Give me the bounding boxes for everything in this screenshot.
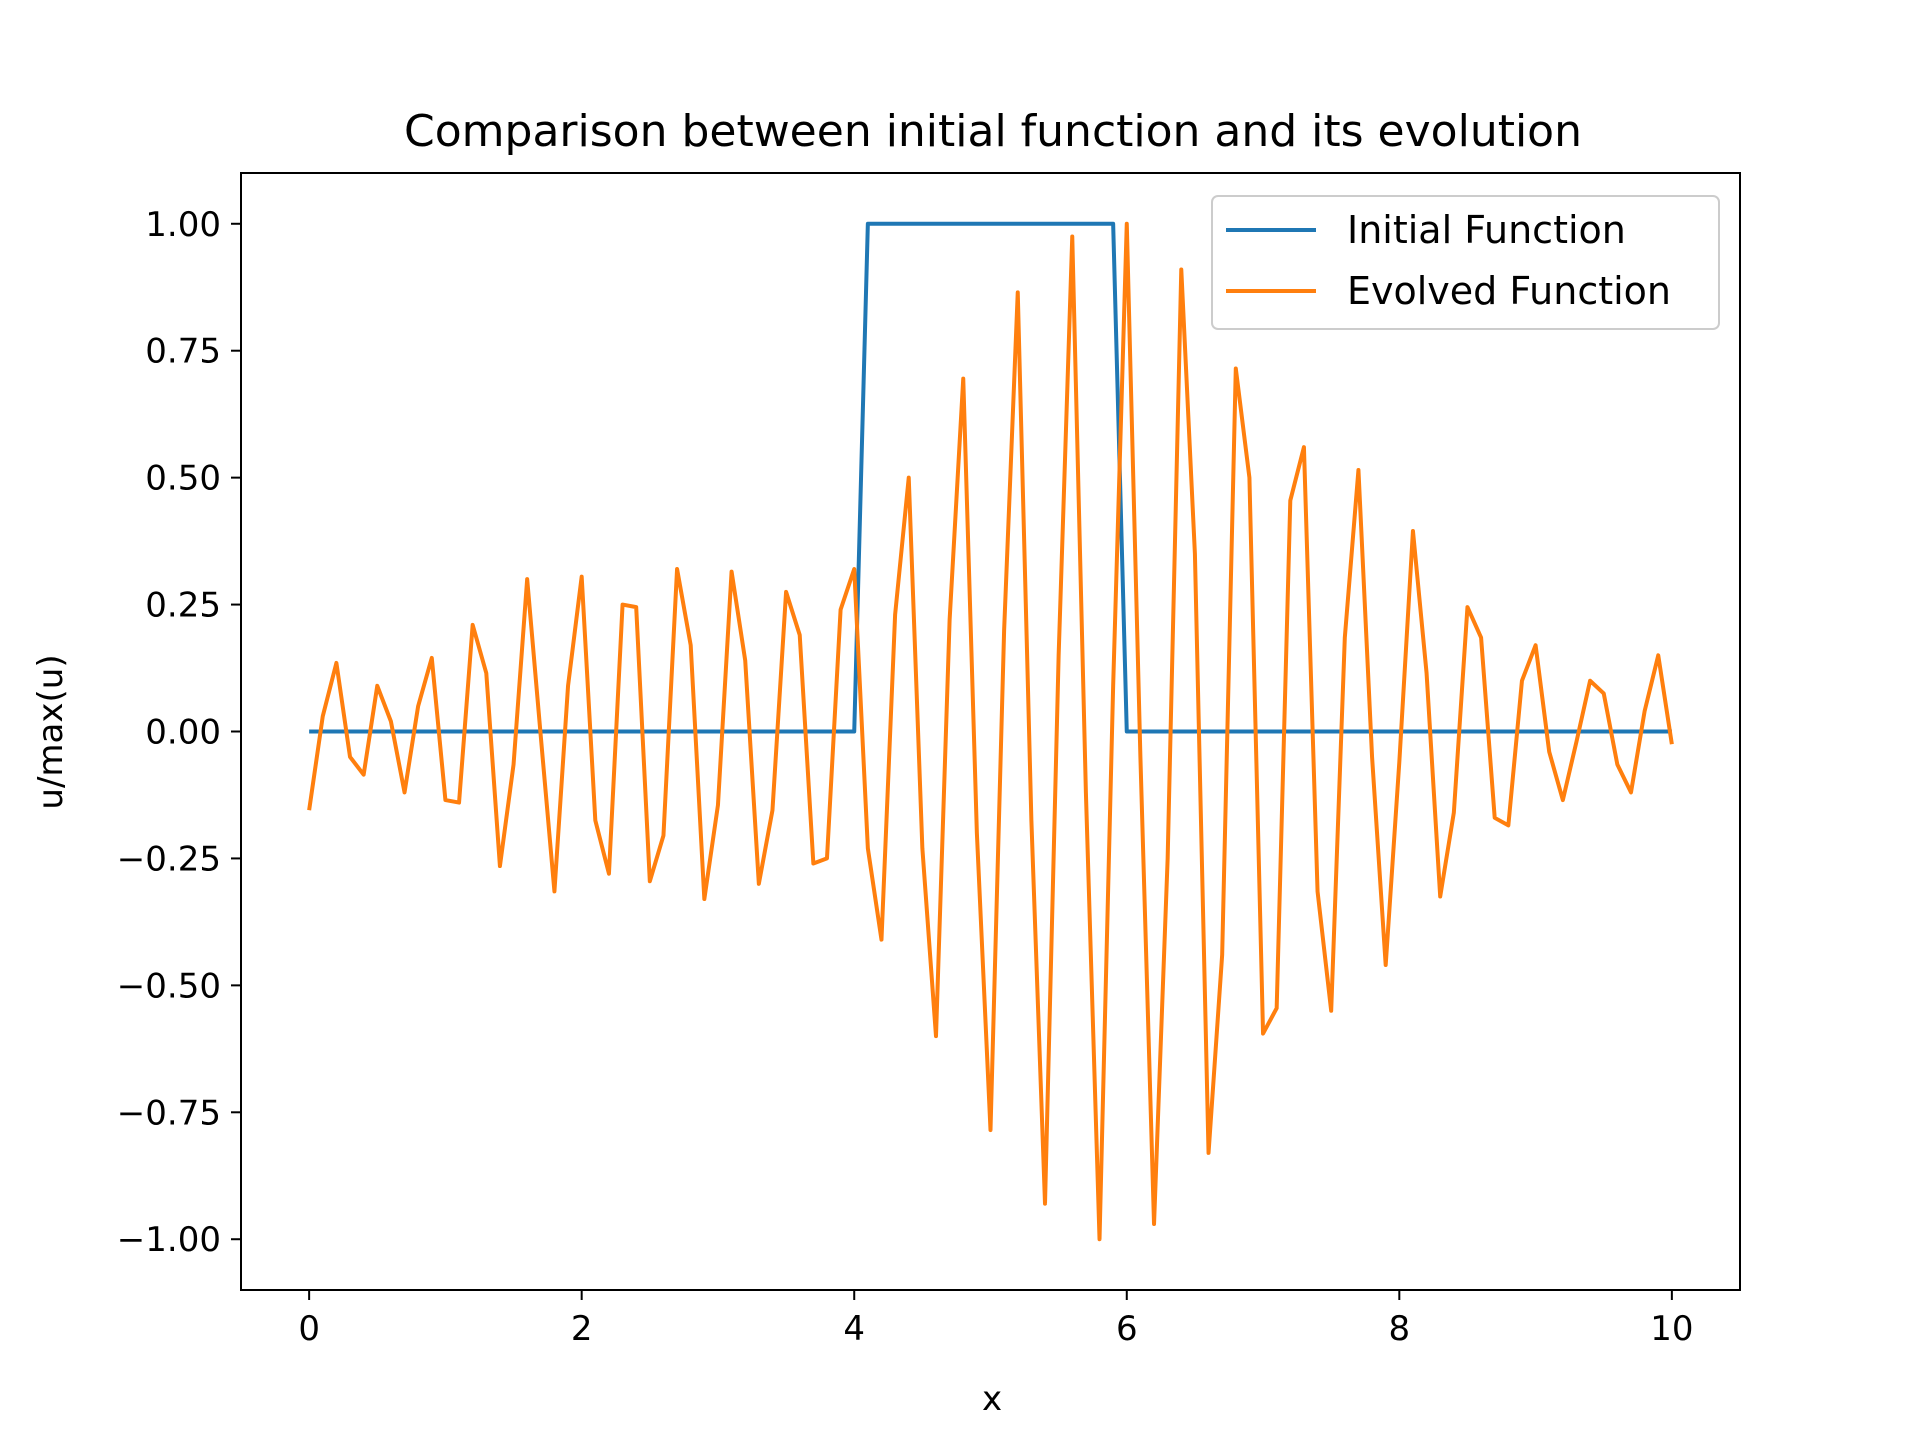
x-axis-label: x (982, 1379, 1002, 1419)
x-axis-ticks: 0 2 4 6 8 10 (298, 1290, 1693, 1349)
series-layer (307, 221, 1674, 1242)
x-tick-label: 10 (1650, 1309, 1693, 1349)
legend-label-initial-function: Initial Function (1347, 208, 1626, 252)
x-tick-label: 2 (571, 1309, 593, 1349)
legend-box (1211, 195, 1720, 330)
series-line-initial-function (309, 221, 1672, 734)
y-tick-label: 0.75 (145, 332, 221, 372)
y-tick-label: 0.25 (145, 586, 221, 626)
chart-title: Comparison between initial function and … (404, 106, 1582, 157)
y-tick-label: 1.00 (145, 205, 221, 245)
y-axis-ticks: 1.00 0.75 0.50 0.25 0.00 −0.25 −0.50 −0.75 −1.00 (117, 205, 241, 1260)
series-line-evolved-function (307, 221, 1674, 1242)
y-tick-label: 0.00 (145, 713, 221, 753)
legend-label-evolved-function: Evolved Function (1347, 269, 1671, 313)
x-tick-label: 6 (1116, 1309, 1138, 1349)
y-tick-label: −0.75 (117, 1093, 221, 1133)
y-axis-label: u/max(u) (31, 654, 71, 809)
y-tick-label: −0.50 (117, 966, 221, 1006)
x-tick-label: 0 (298, 1309, 320, 1349)
legend: Initial Function Evolved Function (1211, 195, 1720, 330)
y-tick-label: −1.00 (117, 1220, 221, 1260)
y-tick-label: 0.50 (145, 459, 221, 499)
x-tick-label: 8 (1388, 1309, 1410, 1349)
x-tick-label: 4 (843, 1309, 865, 1349)
y-tick-label: −0.25 (117, 839, 221, 879)
